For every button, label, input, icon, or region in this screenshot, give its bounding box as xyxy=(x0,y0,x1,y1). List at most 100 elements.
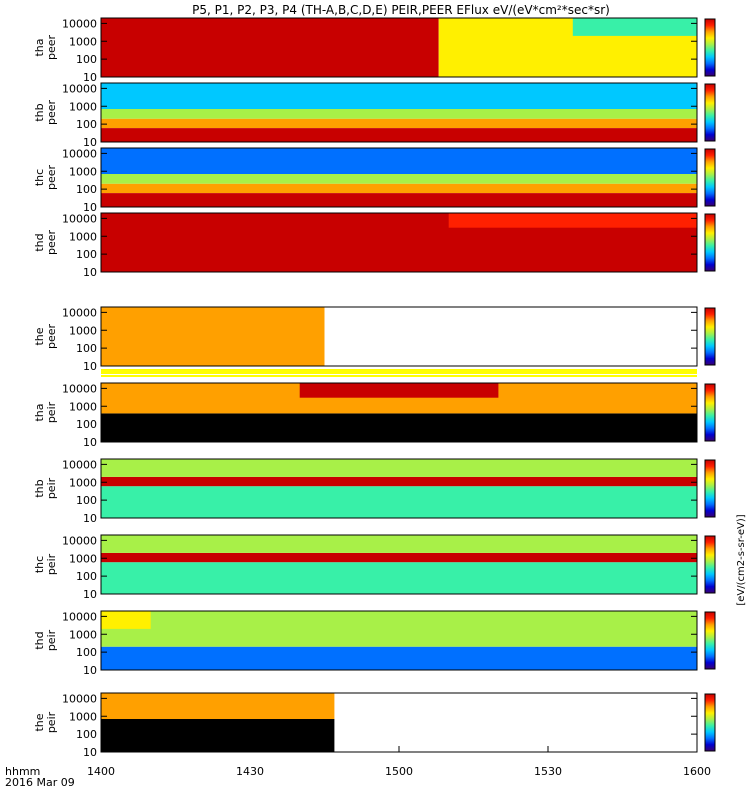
flux-band-2 xyxy=(101,611,151,629)
figure-title: P5, P1, P2, P3, P4 (TH-A,B,C,D,E) PEIR,P… xyxy=(192,3,610,17)
flux-band-1 xyxy=(448,213,697,228)
flux-band-2 xyxy=(299,383,499,398)
flux-band-0 xyxy=(101,193,697,207)
flux-band-1 xyxy=(101,693,335,719)
y-tick-label: 10000 xyxy=(62,306,97,319)
flux-band-3 xyxy=(101,83,697,109)
panel-label: thbpeir xyxy=(33,477,58,499)
y-tick-label: 100 xyxy=(76,183,97,196)
colorbar xyxy=(704,535,716,594)
colorbar xyxy=(704,18,716,77)
flux-band-2 xyxy=(101,535,697,553)
panel-frame xyxy=(100,212,698,273)
y-tick-label: 1000 xyxy=(69,476,97,489)
y-tick-label: 100 xyxy=(76,118,97,131)
flux-band-3 xyxy=(101,148,697,174)
panel-frame xyxy=(100,382,698,443)
y-tick-label: 10000 xyxy=(62,458,97,471)
x-tick-label: 1530 xyxy=(534,765,562,778)
y-tick-label: 10 xyxy=(83,201,97,214)
panel-label: thapeer xyxy=(33,35,58,61)
panel-label: thcpeer xyxy=(33,165,58,191)
panel-thb-peir: 10 100 1000 10000 thbpeir xyxy=(33,458,716,525)
flux-band-1 xyxy=(101,183,697,193)
panel-tha-peer: 10 100 1000 10000 thapeer xyxy=(33,17,716,84)
panel-the-peir: 10 100 1000 10000 thepeir xyxy=(33,692,716,759)
flux-band-0 xyxy=(101,719,335,752)
flux-band-1 xyxy=(101,552,697,563)
panel-frame xyxy=(100,82,698,143)
flux-band-1 xyxy=(101,611,697,647)
panel-label: thdpeer xyxy=(33,230,58,256)
flux-band-2 xyxy=(101,109,697,119)
x-axis-label: hhmm xyxy=(5,765,40,778)
y-tick-label: 1000 xyxy=(69,552,97,565)
y-tick-label: 100 xyxy=(76,494,97,507)
y-tick-label: 10000 xyxy=(62,82,97,95)
colorbar xyxy=(704,383,716,442)
flux-band-0 xyxy=(101,307,325,366)
y-tick-label: 1000 xyxy=(69,230,97,243)
y-tick-label: 10000 xyxy=(62,147,97,160)
y-tick-label: 10000 xyxy=(62,534,97,547)
y-tick-label: 10 xyxy=(83,436,97,449)
y-tick-label: 1000 xyxy=(69,100,97,113)
spectrogram-panels: 10 100 1000 10000 thapeer 10 100 1000 10000 thbpe… xyxy=(33,17,716,759)
panel-frame xyxy=(100,147,698,208)
flux-band-0 xyxy=(101,18,439,77)
y-tick-label: 10 xyxy=(83,664,97,677)
y-tick-label: 10 xyxy=(83,512,97,525)
y-tick-label: 1000 xyxy=(69,710,97,723)
colorbar-label: [eV/(cm2-s-sr-eV)] xyxy=(736,514,747,605)
panel-frame xyxy=(100,17,698,78)
y-tick-label: 1000 xyxy=(69,400,97,413)
x-tick-label: 1430 xyxy=(236,765,264,778)
y-tick-label: 100 xyxy=(76,728,97,741)
y-tick-label: 1000 xyxy=(69,324,97,337)
panel-thb-peer: 10 100 1000 10000 thbpeer xyxy=(33,82,716,149)
y-tick-label: 10 xyxy=(83,266,97,279)
y-tick-label: 10 xyxy=(83,71,97,84)
x-tick-label: 1500 xyxy=(385,765,413,778)
panel-label: thbpeer xyxy=(33,100,58,126)
y-tick-label: 100 xyxy=(76,418,97,431)
x-tick-label: 1600 xyxy=(683,765,711,778)
flux-band-0 xyxy=(101,128,697,142)
colorbar xyxy=(704,611,716,670)
flux-band-2 xyxy=(572,18,697,36)
colorbar xyxy=(704,459,716,518)
panel-tha-peir: 10 100 1000 10000 thapeir xyxy=(33,382,716,449)
y-tick-label: 10 xyxy=(83,136,97,149)
panel-thc-peer: 10 100 1000 10000 thcpeer xyxy=(33,147,716,214)
separator-stripe xyxy=(101,375,697,377)
y-tick-label: 100 xyxy=(76,248,97,261)
panel-the-peer: 10 100 1000 10000 thepeer xyxy=(33,306,716,373)
y-tick-label: 10 xyxy=(83,360,97,373)
panel-thd-peir: 10 100 1000 10000 thdpeir xyxy=(33,610,716,677)
colorbar xyxy=(704,307,716,366)
y-tick-label: 10 xyxy=(83,588,97,601)
x-tick-label: 1400 xyxy=(87,765,115,778)
y-tick-label: 100 xyxy=(76,342,97,355)
y-tick-label: 10000 xyxy=(62,382,97,395)
colorbar xyxy=(704,83,716,142)
panel-label: thdpeir xyxy=(33,629,58,651)
y-tick-label: 10000 xyxy=(62,692,97,705)
flux-band-0 xyxy=(101,562,697,594)
y-tick-label: 10000 xyxy=(62,212,97,225)
flux-band-1 xyxy=(101,118,697,128)
x-axis: 1400 1430 1500 1530 1600 xyxy=(87,746,711,778)
y-tick-label: 100 xyxy=(76,53,97,66)
y-tick-label: 100 xyxy=(76,646,97,659)
y-tick-label: 10000 xyxy=(62,610,97,623)
date-label: 2016 Mar 09 xyxy=(5,776,75,789)
flux-band-0 xyxy=(101,413,697,442)
colorbar xyxy=(704,693,716,752)
y-tick-label: 10000 xyxy=(62,17,97,30)
flux-band-0 xyxy=(101,646,697,670)
panel-frame xyxy=(100,534,698,595)
flux-band-2 xyxy=(101,459,697,477)
y-tick-label: 1000 xyxy=(69,165,97,178)
panel-frame xyxy=(100,306,698,367)
